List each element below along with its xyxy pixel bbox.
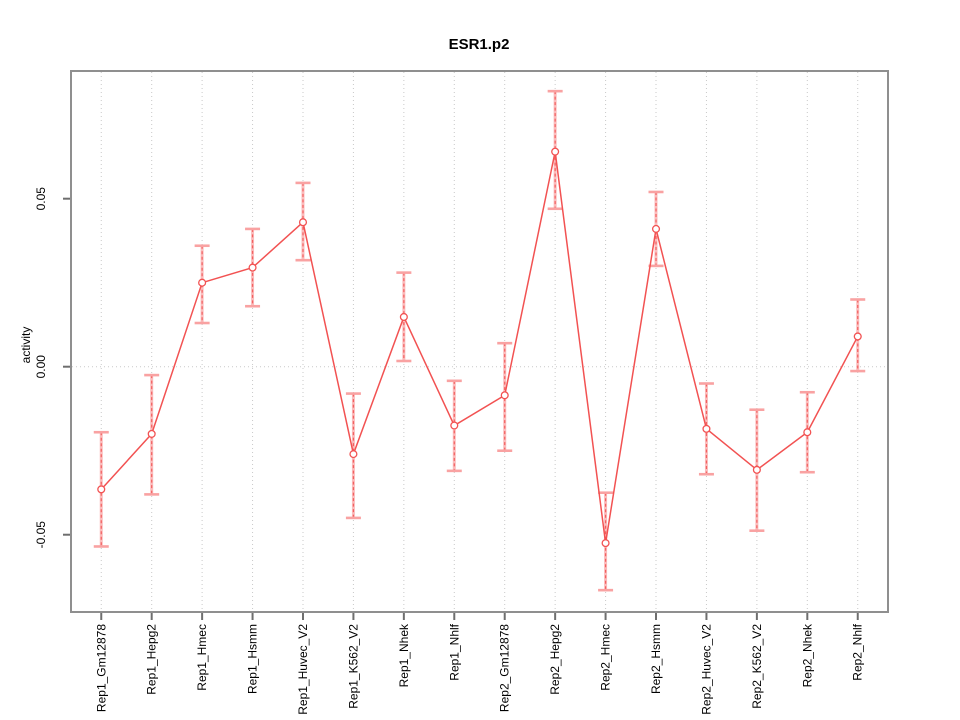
x-tick-label: Rep1_Gm12878 [94, 624, 108, 712]
y-tick-label: 0.00 [34, 355, 48, 379]
x-tick-label: Rep1_K562_V2 [346, 624, 360, 709]
data-point [803, 428, 812, 437]
x-tick-label: Rep1_Hsmm [246, 624, 260, 694]
series-line [100, 151, 859, 544]
x-tick-label: Rep1_Hepg2 [145, 624, 159, 695]
error-bars [93, 89, 866, 592]
x-axis-labels: Rep1_Gm12878 Rep1_Hepg2 Rep1_Hmec Rep1_Hsmm… [94, 623, 864, 715]
x-tick-label: Rep2_Nhlf [851, 623, 865, 680]
gridlines [72, 72, 887, 611]
x-tick-label: Rep1_Huvec_V2 [296, 624, 310, 715]
data-point [702, 424, 711, 433]
data-point [853, 332, 862, 341]
data-point [97, 485, 106, 494]
x-tick-label: Rep2_K562_V2 [750, 624, 764, 709]
data-point [147, 429, 156, 438]
x-tick-label: Rep1_Nhlf [447, 623, 461, 680]
x-tick-label: Rep1_Hmec [195, 624, 209, 691]
x-tick-label: Rep2_Hsmm [649, 624, 663, 694]
data-point [752, 465, 761, 474]
x-tick-label: Rep1_Nhek [397, 623, 411, 687]
data-point [500, 391, 509, 400]
y-tick-label: -0.05 [34, 521, 48, 549]
y-tick-label: 0.05 [34, 187, 48, 211]
data-point [198, 278, 207, 287]
data-point [248, 263, 257, 272]
series-polyline [100, 151, 859, 544]
axis-ticks [63, 197, 859, 620]
x-tick-label: Rep2_Gm12878 [498, 624, 512, 712]
data-point [601, 539, 610, 548]
x-tick-label: Rep2_Hmec [599, 624, 613, 691]
data-points [97, 147, 862, 548]
x-tick-label: Rep2_Huvec_V2 [699, 624, 713, 715]
data-point [399, 312, 408, 322]
plot-border [70, 70, 889, 613]
chart-title: ESR1.p2 [449, 36, 510, 53]
data-point [349, 450, 358, 459]
data-point [651, 224, 661, 233]
x-tick-label: Rep2_Nhek [800, 623, 814, 687]
data-point [298, 218, 308, 227]
x-tick-label: Rep2_Hepg2 [548, 624, 562, 695]
y-axis-tick-labels: -0.05 0.00 0.05 [34, 187, 48, 549]
data-point [450, 421, 459, 430]
y-axis-label: activity [19, 327, 33, 364]
data-point [551, 147, 560, 156]
